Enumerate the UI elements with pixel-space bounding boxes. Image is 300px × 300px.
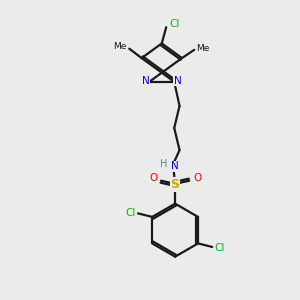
Text: Me: Me [196, 44, 210, 53]
Text: O: O [193, 173, 201, 183]
Text: N: N [142, 76, 150, 86]
Text: H: H [160, 159, 168, 169]
Text: O: O [149, 173, 157, 183]
Text: Me: Me [113, 42, 127, 51]
Text: Cl: Cl [169, 19, 180, 29]
Text: Cl: Cl [214, 242, 225, 253]
Text: Cl: Cl [125, 208, 136, 218]
Text: S: S [171, 178, 180, 191]
Text: N: N [174, 76, 182, 86]
Text: N: N [171, 161, 179, 171]
